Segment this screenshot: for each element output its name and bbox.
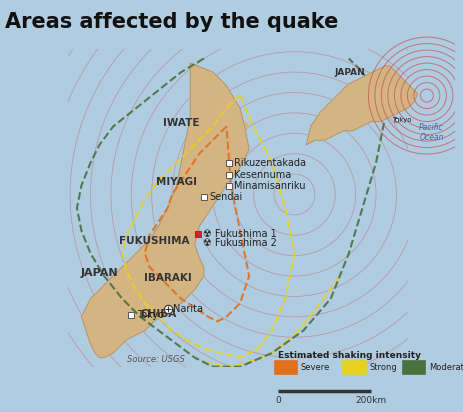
Polygon shape: [81, 63, 249, 358]
Text: Sendai: Sendai: [209, 192, 242, 202]
Text: Rikuzentakada: Rikuzentakada: [234, 158, 306, 168]
Polygon shape: [203, 117, 249, 158]
Text: Tokyo: Tokyo: [137, 309, 163, 320]
FancyBboxPatch shape: [402, 361, 424, 374]
Text: JAPAN: JAPAN: [81, 268, 118, 278]
Text: FUKUSHIMA: FUKUSHIMA: [119, 236, 189, 246]
Text: Moderate: Moderate: [428, 363, 463, 372]
FancyBboxPatch shape: [274, 361, 296, 374]
Text: Source: USGS: Source: USGS: [126, 355, 184, 364]
Text: ☢ Fukushima 2: ☢ Fukushima 2: [202, 239, 276, 248]
Text: ☢ Fukushima 1: ☢ Fukushima 1: [202, 229, 276, 239]
Text: Minamisanriku: Minamisanriku: [234, 181, 305, 191]
Text: Severe: Severe: [300, 363, 329, 372]
FancyBboxPatch shape: [343, 361, 365, 374]
Text: Kesennuma: Kesennuma: [234, 170, 291, 180]
Text: IBARAKI: IBARAKI: [144, 273, 191, 283]
Text: MIYAGI: MIYAGI: [156, 178, 197, 187]
Text: Estimated shaking intensity: Estimated shaking intensity: [278, 351, 420, 360]
Text: Tokyo: Tokyo: [392, 117, 411, 123]
Text: Areas affected by the quake: Areas affected by the quake: [5, 12, 337, 33]
Text: 200km: 200km: [355, 396, 386, 405]
Polygon shape: [306, 66, 417, 145]
Text: Pacific
Ocean: Pacific Ocean: [418, 123, 443, 142]
Text: 0: 0: [275, 396, 281, 405]
Text: Strong: Strong: [369, 363, 396, 372]
Text: Narita: Narita: [173, 304, 202, 314]
Text: IWATE: IWATE: [163, 119, 199, 129]
Text: CHIBA: CHIBA: [140, 309, 176, 319]
Text: JAPAN: JAPAN: [333, 68, 364, 77]
